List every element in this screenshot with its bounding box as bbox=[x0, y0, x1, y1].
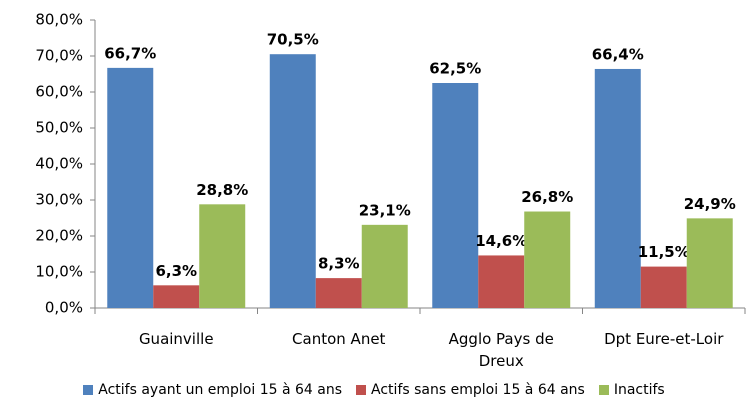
legend-label: Inactifs bbox=[613, 382, 665, 398]
bar bbox=[432, 83, 479, 308]
y-tick-label: 30,0% bbox=[35, 191, 83, 209]
data-label: 62,5% bbox=[429, 60, 481, 78]
data-label: 6,3% bbox=[155, 262, 197, 280]
legend-item: Inactifs bbox=[598, 382, 665, 398]
bar bbox=[107, 67, 154, 308]
data-label: 26,8% bbox=[521, 188, 573, 206]
data-label: 28,8% bbox=[196, 181, 248, 199]
y-tick-label: 40,0% bbox=[35, 155, 83, 173]
data-label: 8,3% bbox=[318, 255, 360, 273]
y-tick-label: 10,0% bbox=[35, 263, 83, 281]
legend-swatch bbox=[83, 385, 94, 395]
bar bbox=[153, 285, 200, 308]
bar bbox=[315, 278, 362, 308]
bar bbox=[524, 211, 571, 308]
legend-label: Actifs sans emploi 15 à 64 ans bbox=[371, 382, 585, 398]
bar bbox=[269, 54, 316, 309]
bar bbox=[686, 218, 733, 308]
x-tick-label: Agglo Pays de Dreux bbox=[448, 330, 554, 370]
legend-item: Actifs sans emploi 15 à 64 ans bbox=[356, 382, 585, 398]
legend-swatch bbox=[356, 385, 367, 395]
data-label: 23,1% bbox=[359, 201, 411, 219]
data-label: 66,4% bbox=[592, 45, 644, 63]
y-tick-label: 50,0% bbox=[35, 119, 83, 137]
legend: Actifs ayant un emploi 15 à 64 ans Actifs… bbox=[0, 382, 748, 398]
legend-swatch bbox=[598, 385, 609, 395]
data-label: 14,6% bbox=[475, 232, 527, 250]
bar bbox=[478, 255, 525, 308]
legend-item: Actifs ayant un emploi 15 à 64 ans bbox=[83, 382, 342, 398]
bar bbox=[640, 266, 687, 308]
x-tick-label: Guainville bbox=[138, 330, 214, 348]
data-label: 24,9% bbox=[684, 195, 736, 213]
x-tick-label: Canton Anet bbox=[292, 330, 386, 348]
y-tick-label: 20,0% bbox=[35, 227, 83, 245]
data-label: 11,5% bbox=[638, 243, 690, 261]
bar bbox=[361, 224, 408, 308]
y-tick-label: 80,0% bbox=[35, 11, 83, 29]
y-tick-label: 70,0% bbox=[35, 47, 83, 65]
y-tick-label: 0,0% bbox=[45, 299, 83, 317]
bar bbox=[199, 204, 246, 308]
x-tick-label: Dpt Eure-et-Loir bbox=[604, 330, 724, 348]
data-label: 66,7% bbox=[104, 44, 156, 62]
legend-label: Actifs ayant un emploi 15 à 64 ans bbox=[98, 382, 343, 398]
data-label: 70,5% bbox=[267, 31, 319, 49]
y-tick-label: 60,0% bbox=[35, 83, 83, 101]
bar bbox=[594, 68, 641, 309]
